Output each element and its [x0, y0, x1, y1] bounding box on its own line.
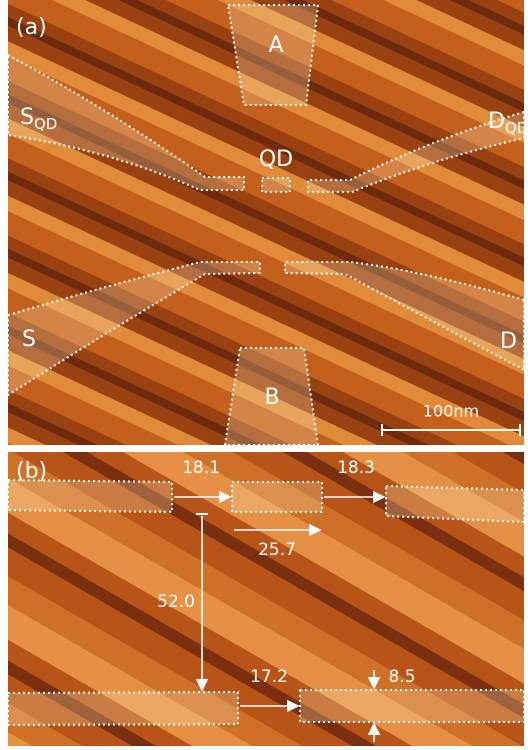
dimension-label: 18.1	[182, 458, 220, 478]
lead	[300, 690, 524, 722]
panel-a: (a) A B QD SQD DQD S D 100nm	[8, 0, 528, 445]
lead-sub: QD	[34, 115, 57, 133]
panel-b: (b) 18.1 18.3 25.7 52.0 17.2 8.5	[8, 452, 524, 746]
qd-label: QD	[259, 147, 293, 172]
lead-label: D	[500, 329, 517, 354]
panel-label: (b)	[16, 459, 47, 484]
gate-label: B	[264, 385, 279, 410]
lead	[386, 486, 524, 522]
dimension-label: 18.3	[337, 458, 375, 478]
figure: (a) A B QD SQD DQD S D 100nm (b) 18.1 18…	[0, 0, 528, 746]
dimension-label: 17.2	[250, 667, 288, 687]
panel-label: (a)	[16, 15, 47, 40]
lead-main: S	[20, 105, 34, 130]
lead-label: S	[22, 327, 36, 352]
lead-main: D	[488, 109, 505, 134]
lead	[8, 480, 172, 512]
gate-label: A	[268, 33, 283, 58]
lead	[8, 692, 238, 725]
scale-label: 100nm	[423, 402, 479, 421]
dimension-label: 52.0	[157, 592, 195, 612]
dimension-label: 8.5	[388, 667, 415, 687]
dimension-label: 25.7	[258, 540, 296, 560]
lead-sub: QD	[505, 119, 528, 137]
quantum-dot	[262, 178, 290, 192]
dot-rect	[232, 482, 322, 512]
